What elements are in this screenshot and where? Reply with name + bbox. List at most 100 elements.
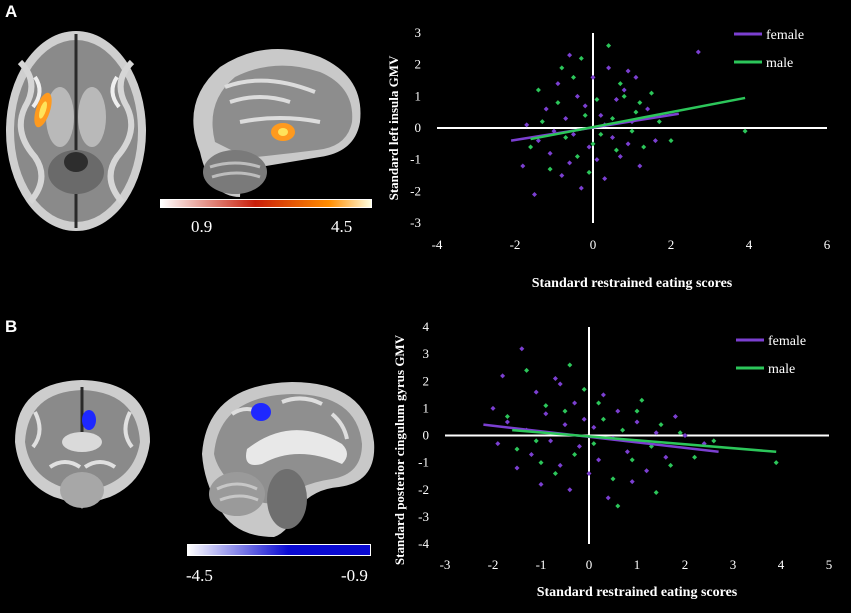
chart-1-point-female xyxy=(600,392,606,398)
chart-0-point-male xyxy=(539,119,545,125)
chart-0-point-female xyxy=(532,192,537,197)
chart-1-point-female xyxy=(552,376,558,382)
chart-1-point-male xyxy=(552,470,558,476)
chart-0-point-female xyxy=(567,52,573,58)
chart-1-ytick: 4 xyxy=(423,319,430,334)
chart-1-point-male xyxy=(600,416,606,422)
chart-1-xtick: -1 xyxy=(536,557,547,572)
chart-0-point-female xyxy=(606,65,612,71)
chart-1-point-female xyxy=(644,468,650,474)
chart-1-ytick: 1 xyxy=(423,400,430,415)
chart-0-xtick: -4 xyxy=(432,237,443,252)
chart-0-point-female xyxy=(637,163,643,169)
chart-0-point-female xyxy=(602,176,608,182)
chart-1-point-female xyxy=(586,470,592,476)
chart-0-point-male xyxy=(582,112,588,118)
chart-0-point-male xyxy=(598,131,604,137)
chart-1-point-male xyxy=(639,397,645,403)
activation-blob-sagittal-b xyxy=(251,403,271,421)
chart-1-point-male xyxy=(562,408,568,414)
chart-0-point-female xyxy=(610,135,615,140)
chart-1-xtick: -3 xyxy=(440,557,451,572)
chart-0-xtick: 0 xyxy=(590,237,597,252)
chart-1-point-male xyxy=(711,438,717,444)
chart-0-point-male xyxy=(742,128,748,134)
chart-0-point-male xyxy=(555,100,561,106)
chart-1-point-male xyxy=(692,454,698,460)
chart-0-point-female xyxy=(563,116,569,121)
chart-0-point-female xyxy=(582,103,588,109)
chart-1-xtick: 0 xyxy=(586,557,593,572)
chart-1-point-female xyxy=(672,414,678,420)
chart-0-point-male xyxy=(633,109,639,115)
chart-0-point-female xyxy=(621,87,627,93)
chart-1-fit-line-male xyxy=(512,428,777,454)
chart-0-point-male xyxy=(637,100,643,106)
panel-label-b: B xyxy=(5,317,18,336)
chart-0-point-female xyxy=(617,154,623,159)
chart-0-ytick: 3 xyxy=(415,25,422,40)
chart-1-point-female xyxy=(624,449,630,455)
chart-0-point-male xyxy=(528,144,534,150)
chart-1-legend-label-female: female xyxy=(768,334,806,349)
chart-0-point-female xyxy=(555,81,561,87)
chart-1-point-male xyxy=(572,451,578,457)
chart-0-xlabel: Standard restrained eating scores xyxy=(532,276,733,291)
chart-0-point-male xyxy=(629,128,635,134)
panel-label-a: A xyxy=(5,2,18,21)
chart-0-point-male xyxy=(559,65,565,71)
brain-coronal-slice-b xyxy=(15,380,150,509)
chart-0-point-male xyxy=(535,87,541,93)
chart-1-ytick: -3 xyxy=(418,509,429,524)
chart-0-xtick: 2 xyxy=(668,237,675,252)
activation-blob-coronal-b xyxy=(82,410,96,430)
chart-0-legend-label-male: male xyxy=(766,56,793,71)
chart-0-point-female xyxy=(567,160,573,166)
chart-1-point-female xyxy=(514,465,520,471)
chart-1-point-male xyxy=(538,460,544,466)
chart-0-point-female xyxy=(695,49,701,55)
chart-1-point-female xyxy=(528,451,534,457)
chart-1-ytick: 3 xyxy=(423,346,430,361)
chart-1-point-female xyxy=(682,433,688,438)
chart-0-point-male xyxy=(610,116,615,121)
chart-0-ytick: -1 xyxy=(410,152,421,167)
colorbar-b-max-label: -0.9 xyxy=(341,566,368,585)
chart-1-point-female xyxy=(634,419,640,425)
chart-0-point-female xyxy=(598,112,604,118)
chart-0-point-female xyxy=(594,157,600,163)
chart-1-point-female xyxy=(543,411,549,417)
chart-1-point-female xyxy=(495,441,501,447)
chart-1-point-male xyxy=(634,408,640,414)
chart-1-point-male xyxy=(504,414,510,420)
chart-0-point-female xyxy=(574,93,580,99)
chart-0-point-female xyxy=(520,163,526,169)
chart-1-point-female xyxy=(572,400,578,406)
chart-0-xtick: 6 xyxy=(824,237,831,252)
chart-1-point-female xyxy=(581,416,587,422)
chart-1-point-female xyxy=(490,405,496,411)
chart-1-xlabel: Standard restrained eating scores xyxy=(537,585,738,600)
chart-0-point-male xyxy=(578,55,584,61)
chart-1-point-female xyxy=(596,457,602,463)
chart-0-point-female xyxy=(571,131,576,137)
chart-0-point-female xyxy=(524,122,530,128)
chart-0-ytick: 2 xyxy=(415,57,422,72)
chart-0-ytick: 1 xyxy=(415,88,422,103)
chart-1-point-male xyxy=(514,446,520,452)
brain-axial-slice-a xyxy=(6,31,146,231)
chart-0-point-male xyxy=(656,119,662,125)
chart-1-point-male xyxy=(615,503,621,509)
chart-1-point-male xyxy=(629,457,635,463)
chart-0-point-female xyxy=(625,68,631,74)
chart-1-point-male xyxy=(653,489,659,495)
chart-1-point-female xyxy=(519,346,525,352)
chart-0-point-female xyxy=(559,173,565,178)
chart-0-point-male xyxy=(547,166,553,172)
scatter-plot-b: Standard posterior cingulum gyrus GMV Sta… xyxy=(392,319,832,600)
chart-1-point-female xyxy=(615,408,621,414)
chart-0-point-male xyxy=(594,97,600,102)
chart-1-ytick: 2 xyxy=(423,373,430,388)
chart-1-point-female xyxy=(504,419,510,425)
